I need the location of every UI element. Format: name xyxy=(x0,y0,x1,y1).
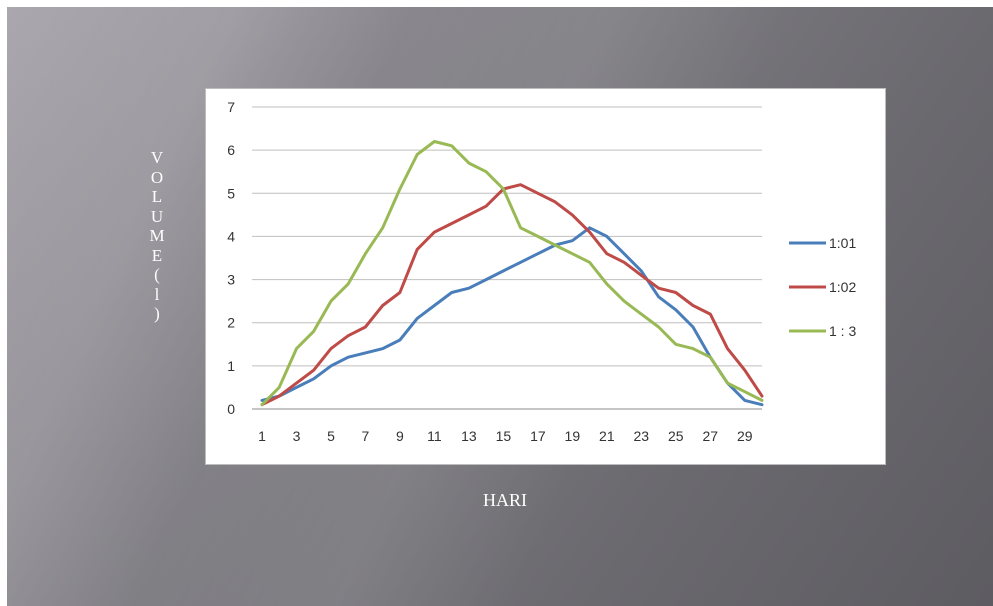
x-tick-label: 27 xyxy=(702,428,718,444)
x-tick-label: 17 xyxy=(530,428,546,444)
y-axis-title-char: U xyxy=(150,206,164,226)
y-axis-title-char: O xyxy=(150,167,164,187)
x-tick-label: 29 xyxy=(737,428,753,444)
y-axis-title: V O L U M E(l) xyxy=(142,148,172,324)
series-line-3 xyxy=(260,140,764,407)
x-tick-label: 19 xyxy=(565,428,581,444)
y-tick-label: 1 xyxy=(227,358,235,374)
y-axis-title-char: V xyxy=(150,148,164,167)
y-axis-title-char: ) xyxy=(154,304,160,323)
x-tick-label: 3 xyxy=(293,428,301,444)
y-tick-label: 5 xyxy=(227,185,235,201)
x-tick-label: 15 xyxy=(496,428,512,444)
x-tick-label: 21 xyxy=(599,428,615,444)
chart-area: 0 1 2 3 4 5 6 7 1 3 5 7 9 11 13 15 17 19 21 23 25 27 29 1:01 1:0… xyxy=(205,88,886,465)
y-axis-title-char: M xyxy=(149,226,165,245)
x-tick-label: 13 xyxy=(461,428,477,444)
series-line-1 xyxy=(260,226,764,407)
y-axis-title-char: l xyxy=(154,284,160,304)
y-tick-label: 6 xyxy=(227,142,235,158)
y-tick-label: 2 xyxy=(227,315,235,331)
y-axis-title-char: E xyxy=(151,245,163,265)
x-tick-label: 7 xyxy=(362,428,370,444)
x-tick-label: 25 xyxy=(668,428,684,444)
y-tick-label: 4 xyxy=(227,228,235,244)
x-tick-label: 11 xyxy=(427,428,442,444)
legend-label: 1:01 xyxy=(829,235,856,251)
y-tick-label: 7 xyxy=(227,99,235,115)
x-tick-label: 5 xyxy=(327,428,335,444)
y-axis-title-char: L xyxy=(151,187,163,206)
x-tick-label: 1 xyxy=(258,428,266,444)
y-tick-label: 0 xyxy=(227,401,235,417)
x-tick-label: 23 xyxy=(634,428,650,444)
y-axis-title-char: ( xyxy=(154,265,160,284)
x-tick-label: 9 xyxy=(396,428,404,444)
y-tick-label: 3 xyxy=(227,272,235,288)
x-axis-title: HARI xyxy=(483,490,527,510)
legend-label: 1:02 xyxy=(829,279,856,295)
legend-label: 1 : 3 xyxy=(829,323,856,339)
series-line-2 xyxy=(260,183,764,407)
